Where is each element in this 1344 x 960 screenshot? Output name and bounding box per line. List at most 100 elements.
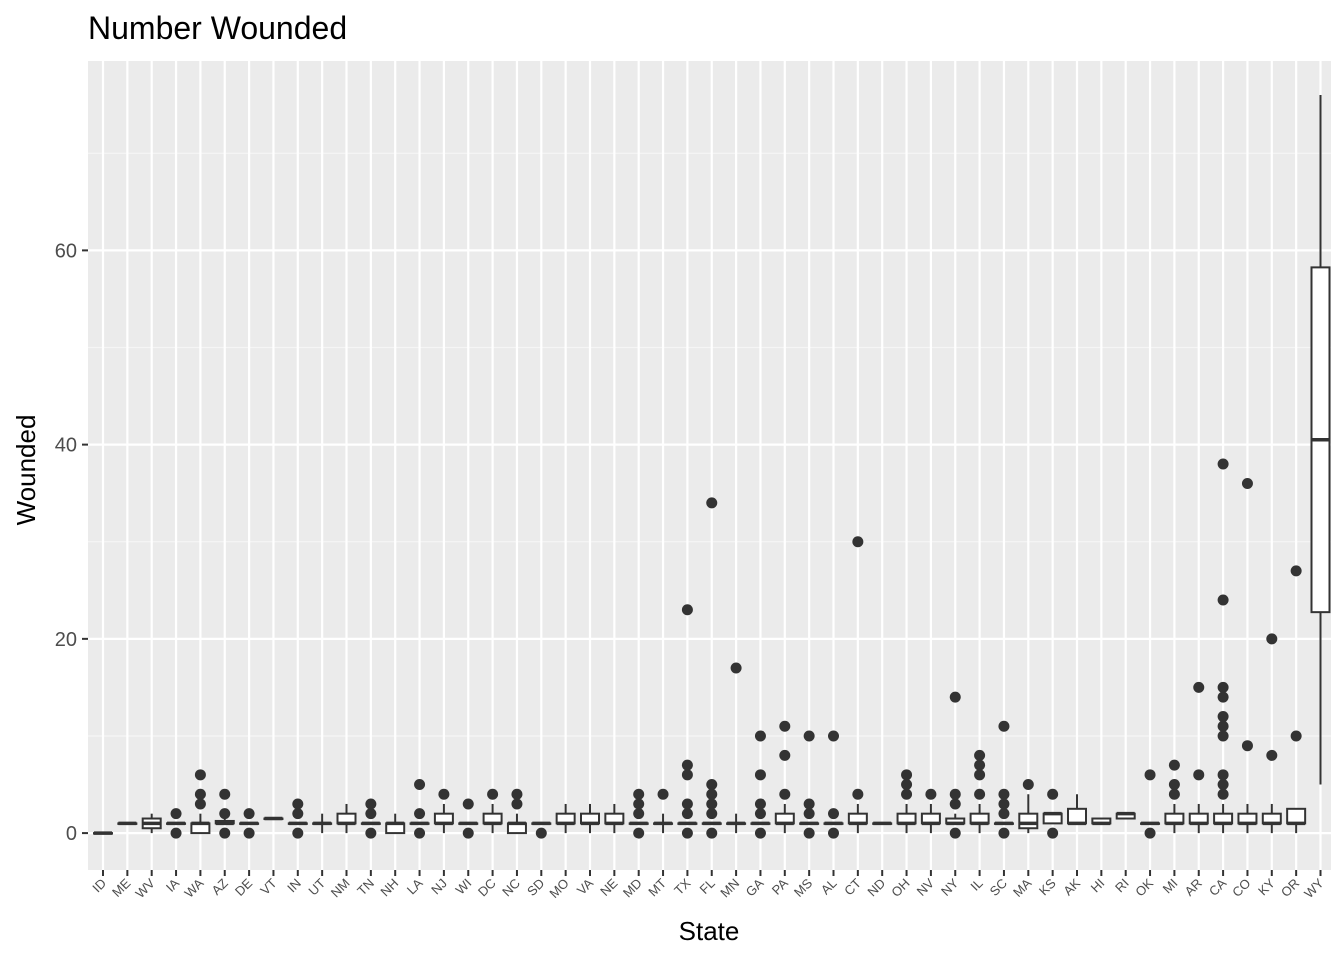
box-ny (945, 691, 966, 839)
x-tick-label: MD (620, 876, 645, 901)
outlier-point (803, 808, 815, 820)
box-al (823, 730, 844, 839)
y-tick-label: 0 (66, 823, 77, 845)
x-tick-label: MT (645, 875, 669, 899)
box-wi (458, 798, 479, 839)
outlier-point (779, 720, 791, 732)
x-tick-label: NC (499, 876, 523, 900)
x-tick-label: WV (132, 875, 158, 901)
outlier-point (219, 808, 231, 820)
outlier-point (754, 730, 766, 742)
outlier-point (1047, 788, 1059, 800)
x-tick-label: RI (1112, 876, 1132, 896)
outlier-point (219, 827, 231, 839)
chart-title: Number Wounded (88, 10, 347, 46)
outlier-point (1217, 458, 1229, 470)
outlier-point (1217, 730, 1229, 742)
x-tick-label: AR (1181, 876, 1204, 899)
box-nd (872, 821, 893, 826)
box-ma (1018, 779, 1039, 834)
outlier-point (462, 798, 474, 810)
box-hi (1091, 817, 1112, 826)
x-tick-label: IA (163, 875, 183, 895)
box-ar (1188, 681, 1209, 834)
outlier-point (998, 798, 1010, 810)
outlier-point (633, 798, 645, 810)
outlier-point (706, 779, 718, 791)
outlier-point (706, 788, 718, 800)
x-tick-label: OK (1132, 875, 1156, 899)
outlier-point (1144, 769, 1156, 781)
box-in (287, 798, 308, 839)
outlier-point (706, 827, 718, 839)
outlier-point (901, 788, 913, 800)
outlier-point (1217, 720, 1229, 732)
outlier-point (1217, 788, 1229, 800)
x-tick-label: VT (257, 875, 279, 897)
box-sc (993, 720, 1014, 839)
x-tick-label: FL (697, 876, 718, 897)
outlier-point (438, 788, 450, 800)
box-pa (774, 720, 795, 834)
box-sd (531, 821, 552, 839)
outlier-point (194, 788, 206, 800)
outlier-point (706, 808, 718, 820)
x-tick-label: AZ (209, 875, 231, 897)
x-axis-title: State (679, 916, 740, 946)
outlier-point (925, 788, 937, 800)
outlier-point (803, 827, 815, 839)
outlier-point (681, 808, 693, 820)
x-tick-label: AL (818, 876, 840, 898)
box-iqr (1018, 812, 1039, 830)
outlier-point (1290, 565, 1302, 577)
x-tick-label: WA (181, 875, 206, 900)
x-tick-label: NY (938, 875, 962, 899)
outlier-point (901, 769, 913, 781)
outlier-point (974, 769, 986, 781)
box-dc (482, 788, 503, 834)
box-ga (750, 730, 771, 839)
box-wv (141, 813, 162, 834)
outlier-point (1168, 759, 1180, 771)
outlier-point (292, 798, 304, 810)
outlier-point (828, 827, 839, 839)
plot-panel (88, 61, 1331, 870)
outlier-point (657, 788, 669, 800)
x-tick-label: NH (377, 876, 401, 900)
x-tick-label: AK (1060, 875, 1083, 898)
box-ia (166, 808, 187, 839)
box-vt (263, 816, 284, 821)
outlier-point (414, 827, 426, 839)
outlier-point (1193, 769, 1205, 781)
x-tick-label: KS (1036, 875, 1059, 898)
outlier-point (219, 788, 231, 800)
outlier-point (1217, 691, 1229, 703)
box-iqr (1286, 807, 1307, 825)
box-mt (653, 788, 674, 834)
outlier-point (170, 808, 182, 820)
y-tick-label: 60 (55, 240, 77, 262)
outlier-point (365, 827, 377, 839)
outlier-point (511, 798, 523, 810)
x-tick-label: OH (888, 876, 912, 900)
x-tick-label: VA (574, 875, 596, 897)
box-nv (920, 788, 941, 834)
box-oh (896, 769, 917, 834)
y-tick-label: 20 (55, 629, 77, 651)
x-tick-label: NJ (428, 876, 450, 898)
outlier-point (1217, 769, 1229, 781)
outlier-point (706, 798, 718, 810)
box-md (628, 788, 649, 839)
outlier-point (292, 827, 304, 839)
outlier-point (998, 720, 1010, 732)
box-ms (799, 730, 820, 839)
outlier-point (633, 827, 645, 839)
outlier-point (828, 808, 839, 820)
outlier-point (754, 827, 766, 839)
outlier-point (414, 779, 426, 791)
x-tick-label: IL (967, 876, 985, 894)
box-tn (360, 798, 381, 839)
outlier-point (754, 769, 766, 781)
box-ct (847, 536, 868, 834)
box-me (117, 821, 138, 826)
